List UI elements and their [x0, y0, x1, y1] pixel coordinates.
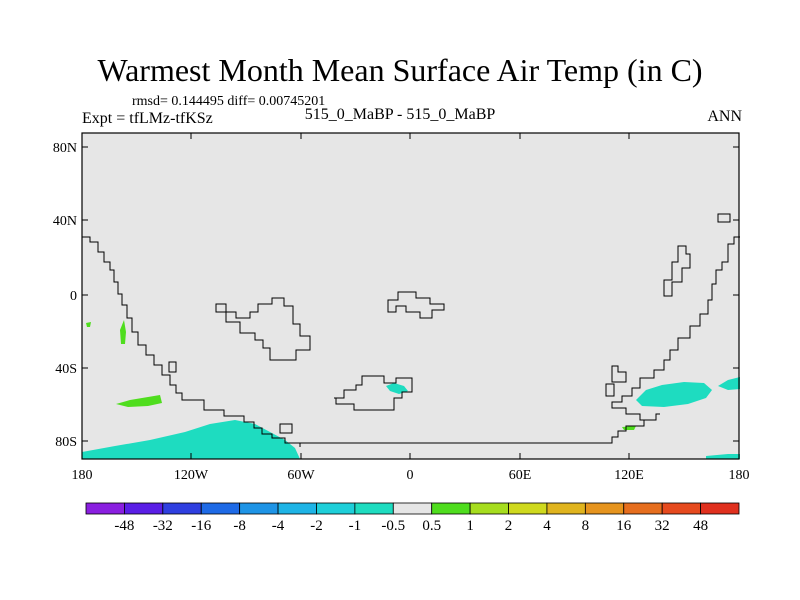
coast-africa	[215, 297, 311, 361]
anomaly-fill-small-green-dot	[86, 322, 91, 327]
anomaly-fill-atlantic-teal	[386, 383, 408, 394]
colorbar-label: 1	[466, 518, 474, 534]
lon-label-120e: 120E	[614, 468, 644, 483]
map-background	[82, 133, 739, 459]
lon-label-180w: 180	[72, 468, 93, 483]
lat-label-0: 0	[70, 289, 77, 304]
lat-label-40n: 40N	[53, 214, 77, 229]
colorbar-swatch	[162, 502, 202, 515]
anomaly-fill-bottom-right-teal	[706, 454, 740, 459]
lat-label-80n: 80N	[53, 141, 77, 156]
colorbar-label: -4	[272, 518, 285, 534]
stats-label: rmsd= 0.144495 diff= 0.00745201	[132, 94, 326, 109]
colorbar-swatch	[277, 502, 317, 515]
colorbar-swatch	[508, 502, 548, 515]
coastlines	[82, 213, 740, 447]
period-label: 515_0_MaBP - 515_0_MaBP	[304, 106, 496, 123]
colorbar-swatch	[431, 502, 471, 515]
coast-south-central-landmass	[334, 375, 413, 411]
colorbar-label: -0.5	[381, 518, 405, 534]
colorbar-label: 8	[582, 518, 590, 534]
colorbar-label: 0.5	[422, 518, 441, 534]
anomaly-fill-small-green-west	[120, 320, 126, 344]
colorbar-label: 4	[543, 518, 551, 534]
colorbar-swatch	[546, 502, 586, 515]
colorbar-swatch	[239, 502, 279, 515]
colorbar-label: -48	[114, 518, 134, 534]
coast-east-island-2	[717, 213, 731, 223]
lat-label-40s: 40S	[55, 362, 77, 377]
colorbar-swatch	[469, 502, 509, 515]
lon-label-180e: 180	[729, 468, 750, 483]
axis-ticks	[81, 133, 740, 459]
colorbar-label: 32	[655, 518, 670, 534]
anomaly-fill-indian-ocean-teal	[636, 382, 712, 407]
colorbar-label: 48	[693, 518, 708, 534]
colorbar-label: 16	[616, 518, 632, 534]
colorbar-swatch	[661, 502, 701, 515]
anomaly-fill-south-pacific-green	[116, 395, 162, 407]
plot-title: Warmest Month Mean Surface Air Temp (in …	[97, 52, 703, 88]
coast-small-island-2	[279, 423, 293, 434]
colorbar-swatch	[584, 502, 625, 515]
coast-east-island-3	[611, 365, 627, 383]
colorbar-swatch	[354, 502, 394, 515]
lon-label-60w: 60W	[287, 468, 315, 483]
colorbar-label: -8	[233, 518, 246, 534]
anomaly-fills	[82, 320, 740, 459]
coast-east-island-1	[663, 245, 691, 297]
colorbar-label: -2	[310, 518, 323, 534]
colorbar-swatch	[623, 502, 663, 515]
coast-east-landmass	[611, 236, 740, 421]
anomaly-fill-southern-ocean-west	[82, 420, 300, 459]
colorbar-swatch	[316, 502, 356, 515]
colorbar-swatch	[124, 502, 164, 515]
coast-small-island-1	[168, 361, 177, 373]
experiment-label: Expt = tfLMz-tfKSz	[82, 110, 213, 127]
colorbar-swatch	[85, 502, 125, 515]
lon-label-120w: 120W	[174, 468, 209, 483]
coast-americas-west	[82, 236, 301, 447]
colorbar-swatch	[700, 502, 740, 515]
colorbar-swatch	[392, 502, 433, 515]
colorbar-label: -32	[153, 518, 173, 534]
lat-label-80s: 80S	[55, 435, 77, 450]
lon-label-60e: 60E	[509, 468, 532, 483]
colorbar-label: -16	[191, 518, 211, 534]
colorbar: -48 -32 -16 -8 -4 -2 -1 -0.5 0.5 1 2 4 8 16 32 48	[85, 502, 740, 534]
coast-east-island-4	[605, 383, 615, 397]
colorbar-label: -1	[349, 518, 362, 534]
season-label: ANN	[707, 108, 742, 125]
coast-central-small-land	[387, 291, 445, 319]
lon-label-0: 0	[407, 468, 414, 483]
anomaly-fill-far-east-teal	[718, 377, 740, 390]
colorbar-label: 2	[505, 518, 513, 534]
colorbar-swatch	[200, 502, 241, 515]
